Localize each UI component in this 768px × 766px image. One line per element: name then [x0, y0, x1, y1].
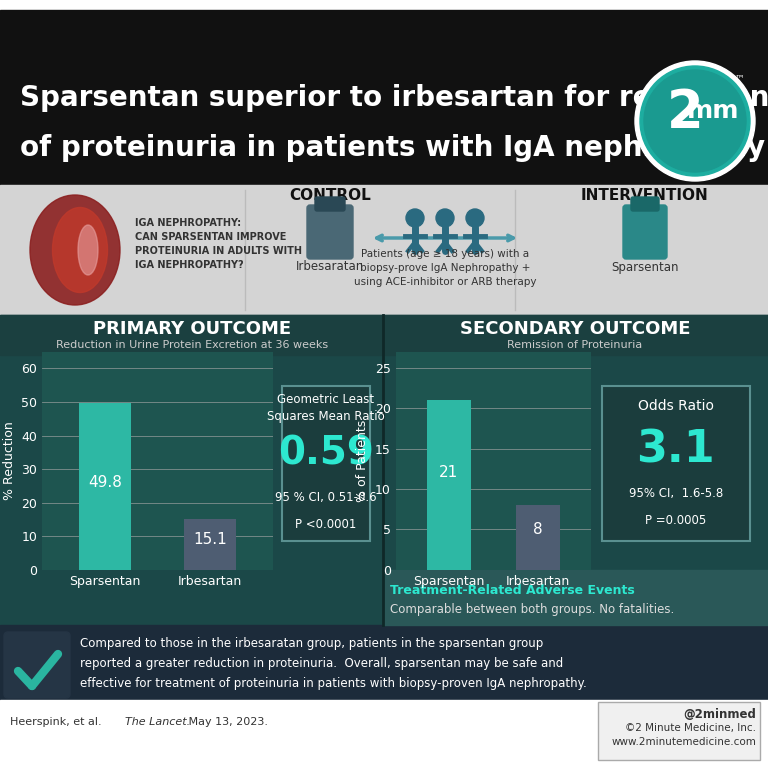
Text: Treatment-Related Adverse Events: Treatment-Related Adverse Events — [390, 584, 634, 597]
Circle shape — [635, 61, 755, 181]
FancyBboxPatch shape — [315, 197, 345, 211]
FancyBboxPatch shape — [623, 205, 667, 259]
Ellipse shape — [52, 208, 108, 293]
Text: 0.59: 0.59 — [278, 434, 374, 473]
Circle shape — [406, 209, 424, 227]
Text: Remission of Proteinuria: Remission of Proteinuria — [508, 340, 643, 350]
Bar — [427, 400, 472, 570]
Text: Reduction in Urine Protein Excretion at 36 weeks: Reduction in Urine Protein Excretion at … — [56, 340, 328, 350]
Text: Heerspink, et al.: Heerspink, et al. — [10, 717, 105, 727]
Text: P <0.0001: P <0.0001 — [296, 518, 356, 531]
Text: Patients (age ≥ 18 years) with a
biopsy-prove IgA Nephropathy +
using ACE-inhibi: Patients (age ≥ 18 years) with a biopsy-… — [354, 249, 536, 287]
Text: Odds Ratio: Odds Ratio — [638, 399, 713, 413]
FancyBboxPatch shape — [598, 702, 760, 760]
Text: of proteinuria in patients with IgA nephropathy: of proteinuria in patients with IgA neph… — [20, 134, 765, 162]
Circle shape — [436, 209, 454, 227]
Text: 49.8: 49.8 — [88, 475, 122, 490]
Text: Comparable between both groups. No fatalities.: Comparable between both groups. No fatal… — [390, 603, 674, 616]
FancyBboxPatch shape — [601, 386, 750, 541]
Text: ™: ™ — [734, 73, 744, 83]
Text: www.2minutemedicine.com: www.2minutemedicine.com — [611, 737, 756, 747]
Bar — [0, 700, 768, 766]
Text: 15.1: 15.1 — [193, 532, 227, 547]
FancyBboxPatch shape — [4, 632, 70, 698]
Y-axis label: % of Patients: % of Patients — [356, 420, 369, 502]
Y-axis label: % Reduction: % Reduction — [3, 421, 16, 500]
Bar — [383, 570, 768, 625]
Text: 95 % CI, 0.51-0.6: 95 % CI, 0.51-0.6 — [275, 491, 377, 503]
Text: Geometric Least
Squares Mean Ratio: Geometric Least Squares Mean Ratio — [267, 393, 385, 423]
Circle shape — [644, 70, 746, 172]
Bar — [0, 0, 768, 10]
Bar — [0, 315, 383, 355]
Bar — [79, 403, 131, 570]
Bar — [0, 625, 768, 700]
Circle shape — [640, 66, 750, 176]
Text: CONTROL: CONTROL — [289, 188, 371, 202]
Text: IGA NEPHROPATHY?: IGA NEPHROPATHY? — [135, 260, 243, 270]
Text: INTERVENTION: INTERVENTION — [581, 188, 709, 202]
FancyBboxPatch shape — [307, 205, 353, 259]
Bar — [383, 315, 768, 355]
Text: PRIMARY OUTCOME: PRIMARY OUTCOME — [93, 320, 291, 338]
Text: Sparsentan superior to irbesartan for reduction: Sparsentan superior to irbesartan for re… — [20, 84, 768, 112]
Text: The Lancet.: The Lancet. — [125, 717, 190, 727]
Text: @2minmed: @2minmed — [683, 708, 756, 721]
Bar — [0, 10, 768, 185]
Bar — [0, 315, 768, 625]
Text: 3.1: 3.1 — [637, 428, 715, 471]
FancyBboxPatch shape — [282, 386, 370, 541]
Text: IGA NEPHROPATHY:: IGA NEPHROPATHY: — [135, 218, 241, 228]
Text: P =0.0005: P =0.0005 — [645, 514, 707, 527]
Text: 8: 8 — [533, 522, 543, 537]
Text: 2: 2 — [667, 87, 703, 139]
Text: CAN SPARSENTAN IMPROVE: CAN SPARSENTAN IMPROVE — [135, 232, 286, 242]
Text: 95% CI,  1.6-5.8: 95% CI, 1.6-5.8 — [629, 487, 723, 500]
Bar — [0, 185, 768, 315]
Bar — [515, 506, 560, 570]
Text: PROTEINURIA IN ADULTS WITH: PROTEINURIA IN ADULTS WITH — [135, 246, 302, 256]
Text: May 13, 2023.: May 13, 2023. — [185, 717, 268, 727]
FancyBboxPatch shape — [631, 197, 659, 211]
Text: SECONDARY OUTCOME: SECONDARY OUTCOME — [460, 320, 690, 338]
Ellipse shape — [78, 225, 98, 275]
Text: mm: mm — [687, 99, 740, 123]
Ellipse shape — [30, 195, 120, 305]
Text: Compared to those in the irbesaratan group, patients in the sparsentan group
rep: Compared to those in the irbesaratan gro… — [80, 637, 587, 689]
Circle shape — [466, 209, 484, 227]
Bar — [184, 519, 236, 570]
Text: 21: 21 — [439, 466, 458, 480]
Text: ©2 Minute Medicine, Inc.: ©2 Minute Medicine, Inc. — [625, 723, 756, 733]
Text: Irbesaratan: Irbesaratan — [296, 260, 364, 273]
Text: Sparsentan: Sparsentan — [611, 260, 679, 273]
